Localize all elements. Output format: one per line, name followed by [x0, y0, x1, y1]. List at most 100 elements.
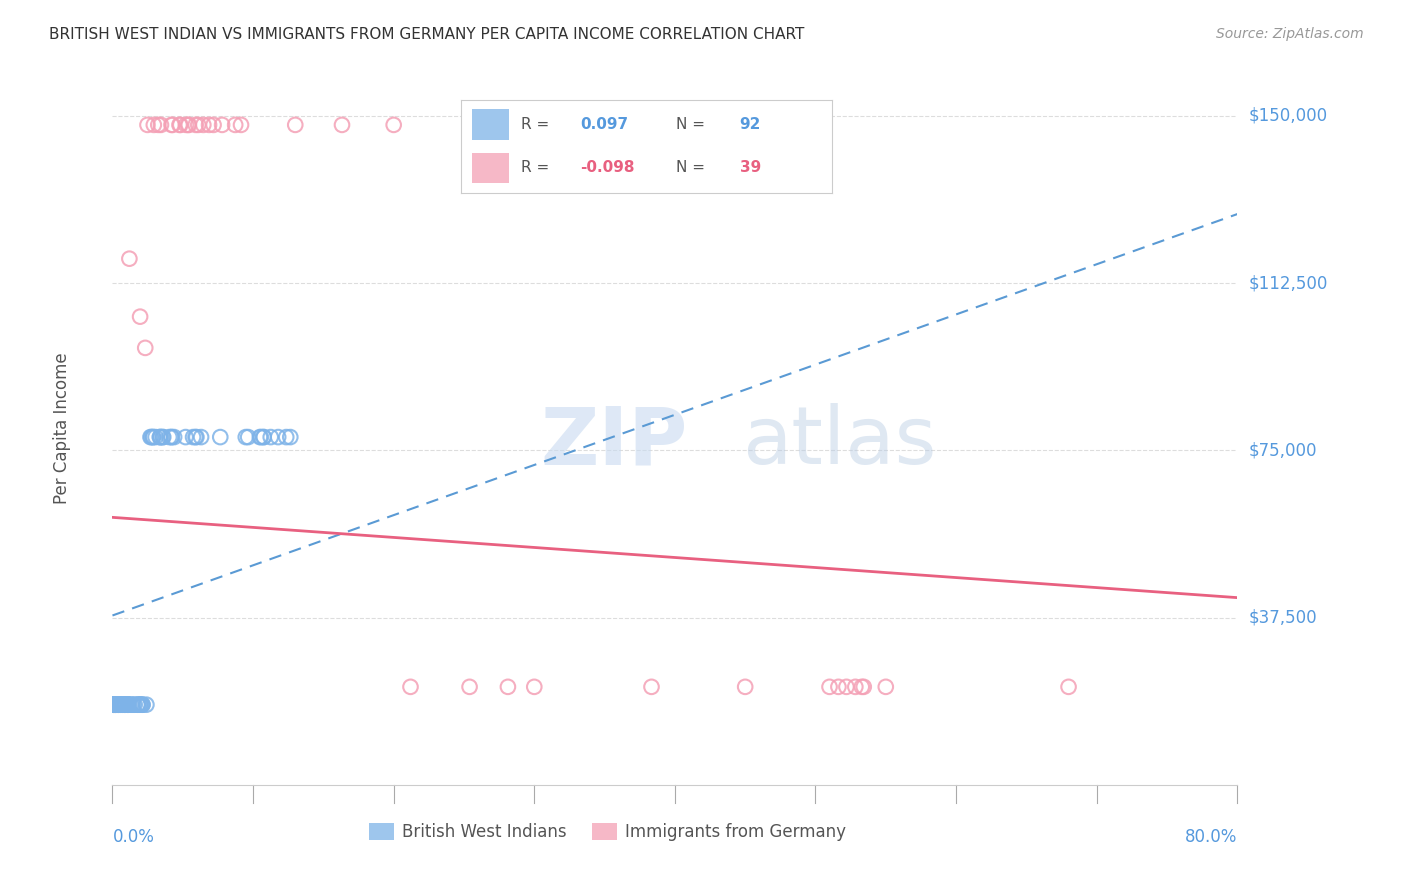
Point — [121, 698, 143, 712]
Point — [107, 698, 129, 712]
Point — [142, 430, 165, 444]
Point — [136, 118, 159, 132]
Point — [211, 118, 233, 132]
Point — [111, 698, 134, 712]
Point — [124, 698, 146, 712]
Point — [129, 310, 152, 324]
Point — [177, 118, 200, 132]
Point — [128, 698, 150, 712]
Point — [202, 118, 225, 132]
Point — [114, 698, 136, 712]
Point — [105, 698, 128, 712]
Point — [114, 698, 136, 712]
Point — [190, 430, 212, 444]
Point — [152, 430, 174, 444]
Point — [827, 680, 849, 694]
Point — [103, 698, 125, 712]
Point — [149, 430, 172, 444]
Point — [110, 698, 132, 712]
Text: $37,500: $37,500 — [1249, 608, 1317, 627]
Point — [209, 430, 232, 444]
Point — [399, 680, 422, 694]
Point — [104, 698, 127, 712]
Point — [117, 698, 139, 712]
Point — [108, 698, 131, 712]
Point — [131, 698, 153, 712]
Point — [278, 430, 301, 444]
Point — [163, 430, 186, 444]
Legend: British West Indians, Immigrants from Germany: British West Indians, Immigrants from Ge… — [363, 816, 852, 848]
Point — [105, 698, 128, 712]
Point — [117, 698, 139, 712]
Point — [103, 698, 125, 712]
Point — [177, 118, 200, 132]
Point — [276, 430, 298, 444]
Point — [104, 698, 127, 712]
Point — [104, 698, 127, 712]
Point — [149, 118, 172, 132]
Point — [134, 341, 156, 355]
Point — [135, 698, 157, 712]
Point — [252, 430, 274, 444]
Point — [640, 680, 662, 694]
Point — [127, 698, 149, 712]
Point — [152, 430, 174, 444]
Point — [162, 118, 184, 132]
Point — [169, 118, 191, 132]
Point — [835, 680, 858, 694]
Point — [184, 118, 207, 132]
Point — [107, 698, 129, 712]
Point — [844, 680, 866, 694]
Point — [142, 430, 165, 444]
Point — [160, 430, 183, 444]
Text: Per Capita Income: Per Capita Income — [53, 352, 70, 504]
Point — [181, 430, 204, 444]
Point — [139, 430, 162, 444]
Point — [149, 430, 172, 444]
Point — [253, 430, 276, 444]
Point — [131, 698, 153, 712]
Point — [103, 698, 125, 712]
Point — [117, 698, 139, 712]
Point — [117, 698, 139, 712]
Point — [187, 118, 209, 132]
Text: $112,500: $112,500 — [1249, 274, 1327, 293]
Point — [120, 698, 142, 712]
Text: 80.0%: 80.0% — [1185, 828, 1237, 846]
Point — [103, 698, 125, 712]
Point — [198, 118, 221, 132]
Point — [160, 430, 183, 444]
Point — [107, 698, 129, 712]
Point — [117, 698, 139, 712]
Point — [458, 680, 481, 694]
Text: $150,000: $150,000 — [1249, 107, 1327, 125]
Point — [496, 680, 519, 694]
Point — [149, 430, 172, 444]
Point — [122, 698, 145, 712]
Point — [103, 698, 125, 712]
Point — [260, 430, 283, 444]
Point — [249, 430, 271, 444]
Point — [108, 698, 131, 712]
Point — [104, 698, 127, 712]
Text: BRITISH WEST INDIAN VS IMMIGRANTS FROM GERMANY PER CAPITA INCOME CORRELATION CHA: BRITISH WEST INDIAN VS IMMIGRANTS FROM G… — [49, 27, 804, 42]
Point — [186, 430, 208, 444]
Point — [852, 680, 875, 694]
Point — [107, 698, 129, 712]
Point — [235, 430, 257, 444]
Point — [114, 698, 136, 712]
Point — [174, 430, 197, 444]
Point — [111, 698, 134, 712]
Point — [112, 698, 135, 712]
Point — [114, 698, 136, 712]
Point — [111, 698, 134, 712]
Point — [104, 698, 127, 712]
Point — [107, 698, 129, 712]
Point — [127, 698, 149, 712]
Point — [734, 680, 756, 694]
Point — [145, 430, 167, 444]
Point — [117, 698, 139, 712]
Point — [131, 698, 153, 712]
Point — [103, 698, 125, 712]
Point — [104, 698, 127, 712]
